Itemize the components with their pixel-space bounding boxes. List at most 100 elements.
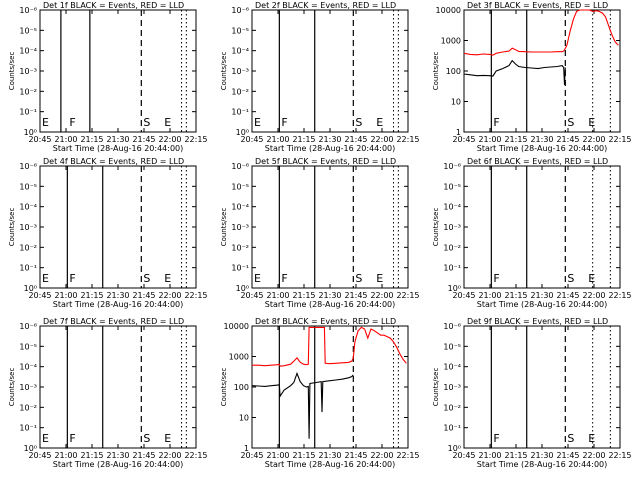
y-tick-label: 10⁻⁵ xyxy=(19,182,37,191)
series-red-line xyxy=(463,9,619,56)
x-tick-label: 21:45 xyxy=(344,291,367,300)
y-tick-label: 10⁻⁴ xyxy=(443,203,461,212)
plot-frame xyxy=(463,9,621,133)
panel-title: Det 6f BLACK = Events, RED = LLD xyxy=(467,157,608,166)
x-tick-label: 21:00 xyxy=(478,451,501,460)
y-tick-label: 10⁻⁶ xyxy=(443,162,461,171)
plot-frame xyxy=(39,9,197,133)
x-axis-label: Start Time (28-Aug-16 20:44:00) xyxy=(53,144,184,153)
x-tick-label: 22:00 xyxy=(582,291,605,300)
panel-det-4: Det 4f BLACK = Events, RED = LLD 10⁰ 10⁻¹ 1… xyxy=(8,157,208,309)
x-tick-label: 21:00 xyxy=(478,291,501,300)
y-axis-label: Counts/sec xyxy=(220,368,228,407)
x-tick-label: 20:45 xyxy=(452,135,475,144)
x-tick-label: 21:30 xyxy=(530,135,553,144)
y-tick-label: 10 xyxy=(451,98,461,107)
y-tick-label: 10⁻⁴ xyxy=(443,363,461,372)
y-tick-label: 10⁰ xyxy=(24,128,37,137)
x-tick-label: 22:00 xyxy=(370,451,393,460)
y-tick-label: 10⁻³ xyxy=(19,223,37,232)
x-tick-label: 22:15 xyxy=(396,451,419,460)
series-black-line xyxy=(463,59,566,85)
y-tick-label: 10⁻⁶ xyxy=(19,322,37,331)
event-marker-S: S xyxy=(143,272,150,285)
event-marker-E: E xyxy=(376,272,383,285)
y-tick-label: 10⁻⁴ xyxy=(19,363,37,372)
y-axis-label: Counts/sec xyxy=(220,208,228,247)
event-marker-F: F xyxy=(69,432,75,445)
x-axis-label: Start Time (28-Aug-16 20:44:00) xyxy=(53,460,184,469)
x-tick-label: 21:15 xyxy=(80,451,103,460)
event-marker-F: F xyxy=(69,272,75,285)
panel-title: Det 7f BLACK = Events, RED = LLD xyxy=(43,317,184,326)
plot-frame xyxy=(463,165,621,289)
x-axis-label: Start Time (28-Aug-16 20:44:00) xyxy=(53,300,184,309)
x-tick-label: 21:45 xyxy=(344,135,367,144)
event-marker-S: S xyxy=(567,116,574,129)
x-tick-label: 21:15 xyxy=(504,135,527,144)
x-tick-label: 21:30 xyxy=(106,451,129,460)
x-tick-label: 21:15 xyxy=(292,451,315,460)
event-marker-S: S xyxy=(143,432,150,445)
y-tick-label: 10⁻⁵ xyxy=(19,342,37,351)
x-tick-label: 22:15 xyxy=(608,291,631,300)
x-tick-label: 21:45 xyxy=(132,291,155,300)
x-tick-label: 21:45 xyxy=(556,135,579,144)
y-tick-label: 10⁻² xyxy=(19,243,37,252)
x-tick-label: 20:45 xyxy=(240,291,263,300)
event-marker-E: E xyxy=(588,116,595,129)
event-marker-E: E xyxy=(588,432,595,445)
x-axis-label: Start Time (28-Aug-16 20:44:00) xyxy=(477,144,608,153)
x-tick-label: 22:00 xyxy=(370,135,393,144)
panel-title: Det 9f BLACK = Events, RED = LLD xyxy=(467,317,608,326)
y-tick-label: 10⁰ xyxy=(448,284,461,293)
event-marker-F: F xyxy=(69,116,75,129)
y-tick-label: 10⁻² xyxy=(19,87,37,96)
x-tick-label: 21:45 xyxy=(132,135,155,144)
x-tick-label: 22:00 xyxy=(158,135,181,144)
y-tick-label: 10⁰ xyxy=(24,444,37,453)
y-tick-label: 10⁻³ xyxy=(231,67,249,76)
panel-title: Det 4f BLACK = Events, RED = LLD xyxy=(43,157,184,166)
y-axis-label: Counts/sec xyxy=(8,208,16,247)
panel-title: Det 5f BLACK = Events, RED = LLD xyxy=(255,157,396,166)
y-axis-label: Counts/sec xyxy=(8,52,16,91)
event-marker-F: F xyxy=(493,116,499,129)
x-tick-label: 21:00 xyxy=(54,291,77,300)
y-tick-label: 10⁻⁵ xyxy=(231,182,249,191)
panel-title: Det 1f BLACK = Events, RED = LLD xyxy=(43,1,184,10)
x-tick-label: 20:45 xyxy=(240,135,263,144)
y-tick-label: 1 xyxy=(244,444,249,453)
x-tick-label: 21:15 xyxy=(504,451,527,460)
x-tick-label: 21:00 xyxy=(54,135,77,144)
y-axis-label: Counts/sec xyxy=(8,368,16,407)
x-axis-label: Start Time (28-Aug-16 20:44:00) xyxy=(477,460,608,469)
y-tick-label: 10⁻² xyxy=(19,403,37,412)
event-marker-S: S xyxy=(355,116,362,129)
y-tick-label: 10⁻⁶ xyxy=(19,6,37,15)
x-tick-label: 21:30 xyxy=(106,135,129,144)
y-tick-label: 10⁻⁶ xyxy=(231,162,249,171)
y-tick-label: 10⁻¹ xyxy=(443,264,461,273)
y-tick-label: 10⁻¹ xyxy=(443,424,461,433)
x-tick-label: 20:45 xyxy=(28,291,51,300)
panel-det-9: Det 9f BLACK = Events, RED = LLD 10⁰ 10⁻¹ 1… xyxy=(432,317,632,469)
y-tick-label: 10⁰ xyxy=(236,128,249,137)
y-tick-label: 10⁻⁴ xyxy=(19,47,37,56)
event-marker-S: S xyxy=(567,432,574,445)
event-marker-E: E xyxy=(254,272,261,285)
event-marker-E: E xyxy=(254,116,261,129)
x-tick-label: 22:15 xyxy=(184,135,207,144)
x-tick-label: 21:00 xyxy=(266,291,289,300)
plot-frame xyxy=(251,9,409,133)
x-tick-label: 21:15 xyxy=(292,135,315,144)
y-tick-label: 100 xyxy=(234,383,249,392)
event-marker-S: S xyxy=(567,272,574,285)
y-tick-label: 10⁰ xyxy=(24,284,37,293)
panel-title: Det 3f BLACK = Events, RED = LLD xyxy=(467,1,608,10)
y-tick-label: 10⁻⁵ xyxy=(231,26,249,35)
y-axis-label: Counts/sec xyxy=(432,52,440,91)
x-tick-label: 22:00 xyxy=(582,135,605,144)
y-tick-label: 10⁻¹ xyxy=(231,264,249,273)
event-marker-S: S xyxy=(143,116,150,129)
